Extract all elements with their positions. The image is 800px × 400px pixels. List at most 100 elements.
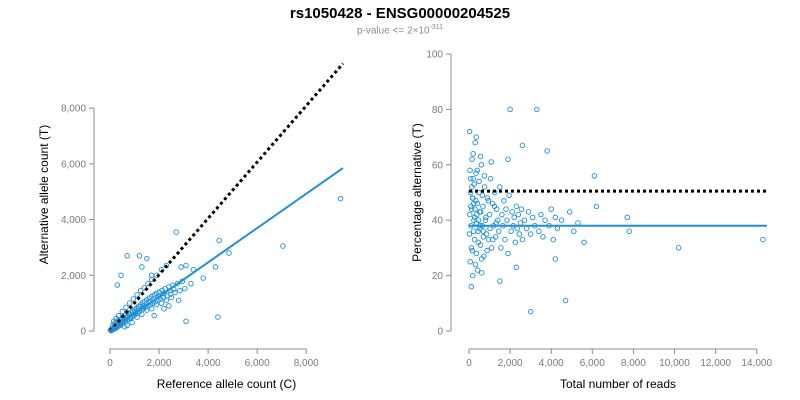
panel-1-data-point bbox=[148, 305, 155, 312]
panel-2-data-point bbox=[478, 256, 485, 262]
panel-2-data-point bbox=[472, 139, 478, 146]
panel-2-data-point bbox=[536, 228, 542, 235]
panel-2-data-point bbox=[468, 283, 475, 290]
panel-2-data-point bbox=[482, 217, 489, 223]
panel-1-data-point bbox=[151, 312, 157, 319]
panel-2-data-point bbox=[476, 178, 482, 185]
panel-2-data-point bbox=[470, 150, 476, 157]
panel-2-data-point bbox=[478, 270, 485, 276]
panel-2-data-point bbox=[467, 211, 473, 218]
panel-2-data-point bbox=[518, 206, 525, 212]
panel-2-data-point bbox=[483, 214, 489, 221]
panel-2-data-point bbox=[467, 167, 473, 174]
panel-2-data-point bbox=[473, 250, 480, 257]
panel-2-data-point bbox=[483, 231, 490, 237]
panel-2-data-point bbox=[548, 206, 554, 212]
panel-1-x-tick-label: 2,000 bbox=[147, 358, 172, 369]
panel-2-data-point bbox=[481, 173, 488, 179]
panel-2-data-point bbox=[469, 156, 475, 163]
panel-1-reference-line bbox=[108, 62, 345, 332]
panel-2-data-point bbox=[505, 250, 511, 257]
panel-1-x-tick-label: 6,000 bbox=[245, 358, 270, 369]
panel-2-data-point bbox=[675, 245, 682, 251]
panel-2-data-point bbox=[538, 211, 544, 218]
panel-2-y-tick-label: 100 bbox=[426, 50, 443, 61]
panel-2-data-point bbox=[474, 267, 481, 273]
panel-2-data-point bbox=[502, 236, 508, 243]
panel-1-data-point bbox=[130, 296, 137, 302]
panel-1-y-tick-label: 8,000 bbox=[61, 104, 86, 115]
panel-2-data-point bbox=[479, 192, 486, 199]
panel-1-data-point bbox=[188, 280, 194, 287]
panel-2-y-tick-label: 60 bbox=[432, 160, 444, 171]
panel-2-data-point bbox=[575, 220, 581, 226]
panel-2-data-point bbox=[506, 192, 512, 199]
panel-2-data-point bbox=[760, 236, 766, 243]
panel-2-data-point bbox=[581, 239, 587, 246]
panel-1-data-point bbox=[139, 264, 145, 270]
panel-2-data-point bbox=[491, 203, 498, 210]
subtitle-prefix: p-value <= 2×10 bbox=[356, 25, 430, 37]
panel-2-data-point bbox=[474, 167, 480, 174]
panel-1-x-tick-label: 4,000 bbox=[196, 358, 221, 369]
panel-2-data-point bbox=[591, 173, 598, 179]
panel-2-data-point bbox=[490, 236, 496, 243]
panel-1-data-point bbox=[183, 262, 189, 269]
panel-2-data-point bbox=[470, 228, 477, 235]
panel-1-data-point bbox=[136, 253, 143, 259]
panel-2-data-point bbox=[499, 211, 505, 218]
panel-2-x-tick-label: 8,000 bbox=[621, 358, 646, 369]
panel-1-data-point bbox=[178, 264, 184, 270]
panel-2-data-point bbox=[495, 217, 501, 223]
panel-1-data-point bbox=[125, 310, 131, 316]
chart-title: rs1050428 - ENSG00000204525 bbox=[289, 5, 511, 22]
panel-2-data-point bbox=[477, 209, 484, 215]
panel-1-data-point bbox=[119, 308, 126, 315]
panel-1-data-point bbox=[173, 229, 179, 235]
panel-2-data-point bbox=[469, 184, 475, 190]
panel-2-data-point bbox=[523, 225, 530, 232]
panel-2-data-point bbox=[467, 259, 473, 265]
chart-subtitle: p-value <= 2×10-311 bbox=[0, 24, 800, 36]
panel-1-data-point bbox=[216, 237, 222, 244]
panel-1-data-point bbox=[114, 282, 121, 288]
panel-2-x-tick-label: 6,000 bbox=[580, 358, 605, 369]
panel-1-y-tick-label: 0 bbox=[80, 327, 86, 338]
panel-2-data-point bbox=[624, 214, 630, 221]
panel-2-data-point bbox=[505, 156, 511, 163]
panel-2-data-point bbox=[486, 211, 493, 218]
panel-2-data-point bbox=[487, 175, 494, 182]
panel-1-data-point bbox=[134, 314, 140, 320]
panel-1-data-point bbox=[158, 300, 165, 306]
panel-1-data-point bbox=[148, 272, 155, 279]
panel-2-data-point bbox=[480, 228, 487, 235]
panel-2-data-point bbox=[562, 297, 569, 304]
panel-1-y-axis-label: Alternative allele count (T) bbox=[37, 125, 51, 264]
panel-1-data-point bbox=[126, 300, 133, 306]
panel-2-data-point bbox=[470, 175, 477, 182]
panel-1-data-point bbox=[144, 255, 150, 262]
panel-2-data-point bbox=[496, 228, 502, 235]
panel-2-data-point bbox=[513, 203, 520, 210]
panel-2-x-tick-label: 0 bbox=[466, 358, 472, 369]
panel-1-fit-line bbox=[109, 167, 344, 332]
panel-2-data-point bbox=[626, 228, 633, 235]
panel-1-data-point bbox=[177, 287, 183, 294]
panel-2-y-axis-label: Percentage alternative (T) bbox=[410, 123, 424, 262]
panel-2-data-point bbox=[474, 211, 480, 218]
panel-2-data-point bbox=[492, 234, 499, 240]
panel-2-data-point bbox=[466, 231, 473, 237]
panel-1-x-tick-label: 0 bbox=[107, 358, 113, 369]
panel-2-data-point bbox=[529, 214, 536, 221]
panel-2-data-point bbox=[519, 142, 526, 149]
panel-2-data-point bbox=[497, 184, 503, 190]
panel-2-data-point bbox=[467, 175, 474, 182]
panel-2-data-point bbox=[473, 134, 479, 140]
panel-2-x-tick-label: 14,000 bbox=[741, 358, 772, 369]
panel-1-data-point bbox=[172, 289, 178, 296]
panel-2-data-point bbox=[497, 278, 503, 284]
panel-2-data-point bbox=[550, 236, 557, 243]
panel-1-data-point bbox=[166, 303, 172, 309]
panel-2-data-point bbox=[519, 236, 526, 243]
